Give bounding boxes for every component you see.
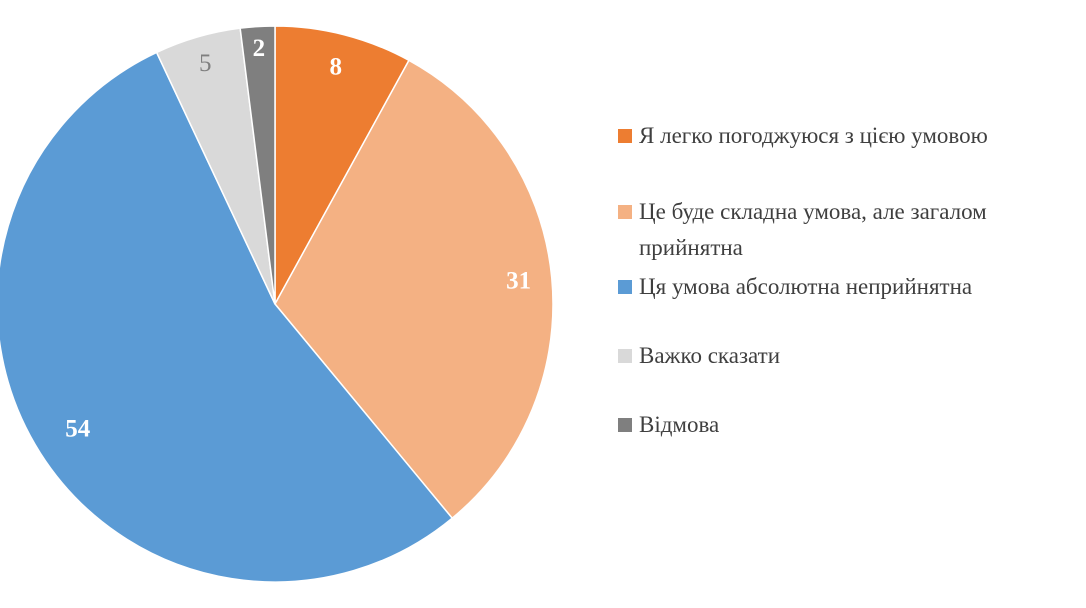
- pie-slice-4: [239, 25, 276, 305]
- pie-data-label-3: 5: [199, 50, 212, 77]
- legend-swatch-2: [618, 280, 632, 294]
- legend-item-3: Важко сказати: [618, 338, 780, 374]
- legend-swatch-1: [618, 205, 632, 219]
- pie-data-label-4: 2: [253, 35, 266, 62]
- legend-item-0: Я легко погоджуюся з цією умовою: [618, 118, 988, 154]
- legend-label: Це буде складна умова, але загалом прийн…: [639, 199, 987, 260]
- legend-swatch-0: [618, 129, 632, 143]
- legend-item-1: Це буде складна умова, але загалом прийн…: [618, 194, 1086, 266]
- legend-label: Відмова: [639, 412, 720, 437]
- pie-slice-0: [274, 25, 410, 305]
- legend-item-4: Відмова: [618, 407, 719, 443]
- legend-swatch-4: [618, 418, 632, 432]
- chart-legend: Я легко погоджуюся з цією умовою Це буде…: [618, 0, 1086, 608]
- legend-item-2: Ця умова абсолютна неприйнятна: [618, 269, 972, 305]
- pie-data-label-0: 8: [330, 54, 343, 81]
- pie-slice-2: [0, 51, 454, 583]
- pie-data-label-1: 31: [506, 268, 531, 295]
- legend-swatch-3: [618, 349, 632, 363]
- pie-data-label-2: 54: [65, 416, 91, 443]
- legend-label: Я легко погоджуюся з цією умовою: [639, 123, 988, 148]
- legend-label: Ця умова абсолютна неприйнятна: [639, 274, 973, 299]
- pie-slice-1: [274, 59, 554, 520]
- legend-label: Важко сказати: [639, 343, 780, 368]
